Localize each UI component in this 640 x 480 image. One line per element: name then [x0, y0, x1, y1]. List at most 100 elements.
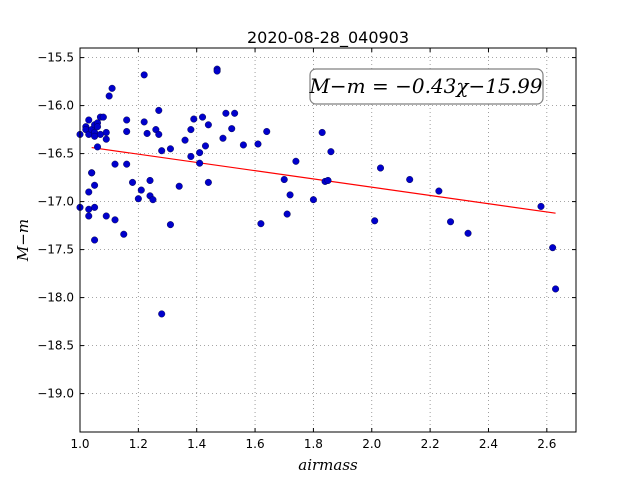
data-point — [123, 116, 131, 124]
plot-frame — [79, 47, 577, 433]
data-point — [231, 109, 239, 117]
data-point — [228, 125, 236, 133]
x-tick-label: 1.2 — [129, 437, 148, 451]
data-point — [123, 128, 131, 136]
x-tick-label: 2.6 — [537, 437, 556, 451]
data-point — [85, 116, 93, 124]
data-point — [371, 217, 379, 225]
data-point — [196, 149, 204, 157]
data-point — [91, 203, 99, 211]
data-point — [213, 67, 221, 75]
data-point — [102, 212, 110, 220]
data-point — [140, 118, 148, 126]
x-tick-label: 1.4 — [187, 437, 206, 451]
y-tick-label: −16.5 — [37, 147, 74, 161]
data-point — [464, 229, 472, 237]
data-point — [158, 147, 166, 155]
data-point — [201, 142, 209, 150]
fit-equation: M−m = −0.43χ−15.99 — [308, 74, 542, 98]
data-point — [85, 212, 93, 220]
equation-box: M−m = −0.43χ−15.99 — [308, 68, 544, 105]
data-point — [140, 71, 148, 79]
data-point — [552, 285, 560, 293]
data-point — [91, 181, 99, 189]
equation-box-frame — [309, 68, 544, 105]
data-point — [94, 143, 102, 151]
data-point — [123, 160, 131, 168]
data-point — [309, 196, 317, 204]
data-point — [327, 148, 335, 156]
data-point — [134, 195, 142, 203]
data-point — [96, 130, 104, 138]
data-point — [146, 176, 154, 184]
data-point — [537, 202, 545, 210]
data-point — [190, 115, 198, 123]
data-point — [102, 135, 110, 143]
data-point — [88, 169, 96, 177]
data-point — [196, 159, 204, 167]
data-point — [143, 129, 151, 137]
y-tick-label: −15.5 — [37, 51, 74, 65]
data-point — [99, 113, 107, 121]
data-point — [155, 106, 163, 114]
y-tick-label: −19.0 — [37, 387, 74, 401]
y-tick-label: −16.0 — [37, 99, 74, 113]
x-tick-label: 1.8 — [304, 437, 323, 451]
data-point — [406, 176, 414, 184]
data-point — [155, 130, 163, 138]
data-point — [137, 186, 145, 194]
data-point — [447, 218, 455, 226]
data-point — [175, 182, 183, 190]
data-point — [120, 230, 128, 238]
data-point — [85, 188, 93, 196]
data-point — [166, 221, 174, 229]
grid-lines — [79, 48, 576, 432]
data-point — [102, 128, 110, 136]
data-point — [377, 164, 385, 172]
x-tick-label: 2.4 — [479, 437, 498, 451]
chart-title: 2020-08-28_040903 — [247, 28, 409, 48]
data-point — [108, 84, 116, 92]
data-point — [318, 128, 326, 136]
y-axis-label: M−m — [14, 219, 32, 262]
data-point — [263, 128, 271, 136]
data-point — [204, 178, 212, 186]
data-point — [105, 92, 113, 100]
data-point — [111, 216, 119, 224]
data-point — [549, 244, 557, 252]
data-point — [91, 132, 99, 140]
x-axis-label: airmass — [298, 456, 358, 474]
axis-ticks: 1.0 1.2 1.4 1.6 1.8 2.0 2.2 2.4 2.6 −15.5 −16.0 −16… — [37, 48, 576, 451]
data-point — [199, 113, 207, 121]
data-point — [435, 187, 443, 195]
data-point — [292, 157, 300, 165]
data-point — [219, 134, 227, 142]
data-point — [85, 205, 93, 213]
y-tick-label: −18.5 — [37, 339, 74, 353]
data-point — [91, 236, 99, 244]
data-point — [94, 123, 102, 131]
data-point — [187, 126, 195, 134]
data-points — [76, 65, 560, 318]
x-tick-label: 2.0 — [362, 437, 381, 451]
data-point — [158, 310, 166, 318]
data-point — [239, 141, 247, 149]
data-point — [324, 176, 332, 184]
data-point — [222, 109, 230, 117]
y-tick-label: −17.0 — [37, 195, 74, 209]
y-tick-label: −17.5 — [37, 243, 74, 257]
x-tick-label: 2.2 — [421, 437, 440, 451]
data-point — [286, 191, 294, 199]
data-point — [257, 220, 265, 228]
data-point — [280, 176, 288, 184]
data-point — [254, 140, 262, 148]
data-point — [111, 160, 119, 168]
x-tick-label: 1.6 — [246, 437, 265, 451]
data-point — [149, 196, 157, 204]
data-point — [283, 210, 291, 218]
data-point — [187, 152, 195, 160]
x-tick-label: 1.0 — [70, 437, 89, 451]
y-tick-label: −18.0 — [37, 291, 74, 305]
data-point — [129, 178, 137, 186]
